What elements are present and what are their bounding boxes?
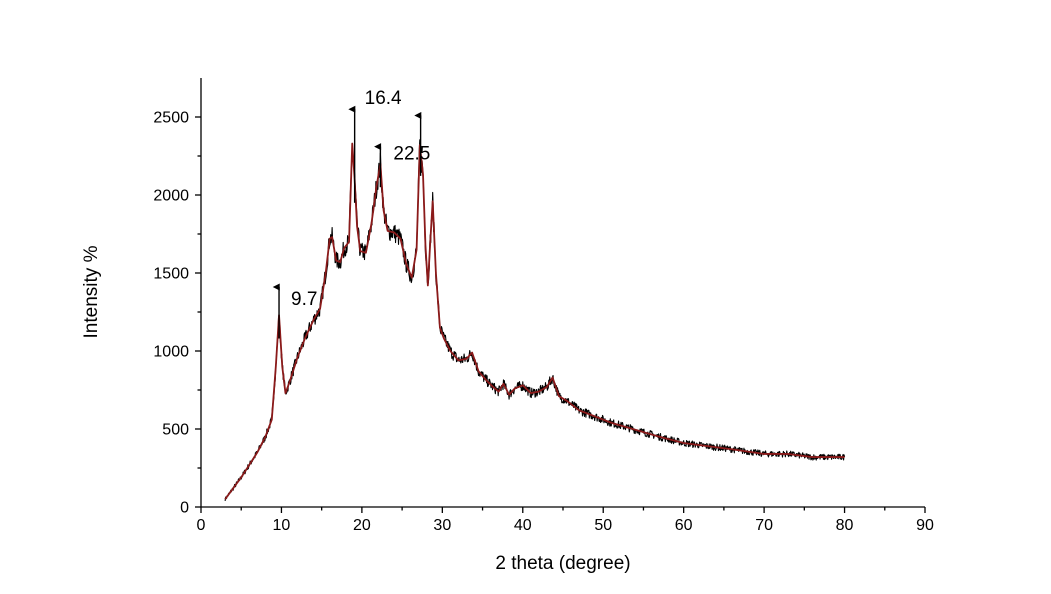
- y-tick-label: 500: [162, 422, 189, 439]
- y-tick-label: 1500: [153, 266, 189, 283]
- series-line: [224, 142, 845, 500]
- annotations: 9.7 16.4 22.5: [272, 88, 430, 339]
- x-axis-title: 2 theta (degree): [495, 553, 630, 574]
- x-tick-label: 90: [916, 517, 934, 534]
- y-axis-title: Intensity %: [81, 245, 102, 338]
- x-tick-label: 20: [353, 517, 371, 534]
- x-tick-label: 30: [433, 517, 451, 534]
- series-noise-trace: [224, 139, 846, 502]
- x-tick-label: 0: [197, 517, 206, 534]
- y-tick-label: 2500: [153, 110, 189, 127]
- peak-label: 9.7: [291, 289, 317, 310]
- ticks: 0 10 20 30 40 50 60 70 80 90 0 500 1000 1500 2000 2500: [153, 110, 934, 535]
- y-tick-label: 0: [180, 500, 189, 517]
- y-tick-label: 1000: [153, 344, 189, 361]
- peak-label: 22.5: [393, 144, 430, 165]
- x-tick-label: 40: [514, 517, 532, 534]
- x-tick-label: 70: [755, 517, 773, 534]
- x-tick-label: 10: [273, 517, 291, 534]
- x-tick-label: 60: [675, 517, 693, 534]
- x-tick-label: 80: [836, 517, 854, 534]
- plot-area: [224, 139, 846, 502]
- x-tick-label: 50: [594, 517, 612, 534]
- y-tick-label: 2000: [153, 188, 189, 205]
- peak-label: 16.4: [365, 88, 402, 109]
